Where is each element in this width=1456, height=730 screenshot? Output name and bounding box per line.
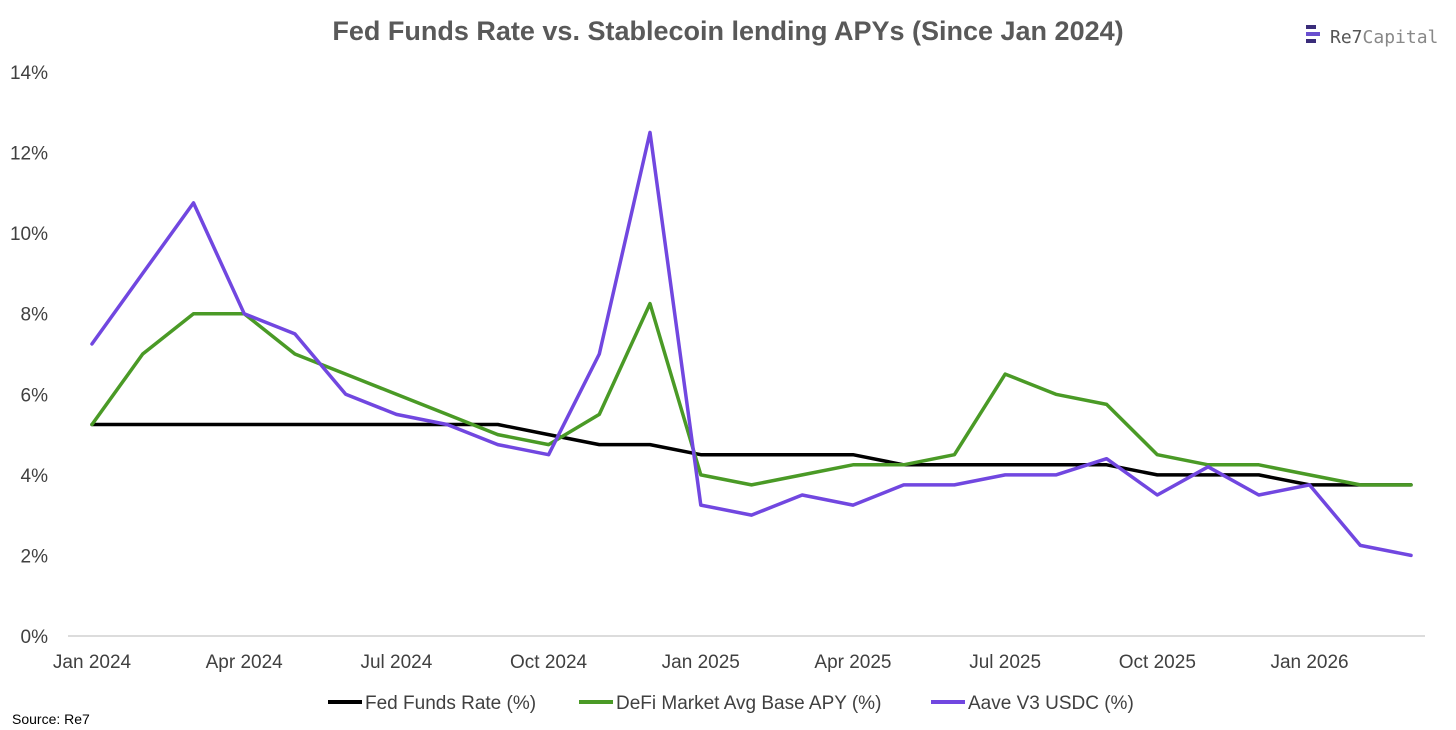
y-tick-label: 14% (10, 63, 48, 84)
x-tick-label: Jul 2025 (969, 652, 1041, 673)
y-tick-label: 12% (10, 144, 48, 165)
legend: Fed Funds Rate (%) DeFi Market Avg Base … (328, 693, 1134, 714)
legend-label-defi-avg: DeFi Market Avg Base APY (%) (616, 693, 881, 714)
legend-item-fed-funds: Fed Funds Rate (%) (328, 693, 536, 714)
x-tick-label: Jan 2025 (662, 652, 740, 673)
y-axis-ticks: 0% 2% 4% 6% 8% 10% 12% 14% (10, 63, 48, 648)
x-tick-label: Jan 2024 (53, 652, 132, 673)
x-tick-label: Jan 2026 (1270, 652, 1348, 673)
x-tick-label: Jul 2024 (360, 652, 432, 673)
legend-item-aave: Aave V3 USDC (%) (931, 693, 1134, 714)
y-tick-label: 2% (21, 546, 49, 567)
legend-label-fed-funds: Fed Funds Rate (%) (365, 693, 536, 714)
re7-capital-logo: Re7Capital (1306, 25, 1438, 48)
logo-capital-text: Capital (1363, 27, 1439, 48)
y-tick-label: 0% (21, 627, 49, 648)
svg-text:Re7Capital: Re7Capital (1330, 27, 1438, 48)
x-tick-label: Oct 2025 (1119, 652, 1196, 673)
series-line-fed-funds (90, 422, 1413, 487)
legend-item-defi-avg: DeFi Market Avg Base APY (%) (579, 693, 881, 714)
y-tick-label: 10% (10, 224, 48, 245)
y-tick-label: 6% (21, 385, 49, 406)
y-tick-label: 8% (21, 305, 49, 326)
logo-re7-text: Re7 (1330, 27, 1363, 48)
series-line-defi-avg (90, 301, 1413, 487)
x-axis-ticks: Jan 2024 Apr 2024 Jul 2024 Oct 2024 Jan 2025… (53, 652, 1349, 673)
x-tick-label: Apr 2025 (814, 652, 891, 673)
x-tick-label: Oct 2024 (510, 652, 588, 673)
chart-title: Fed Funds Rate vs. Stablecoin lending AP… (332, 16, 1123, 46)
source-note: Source: Re7 (12, 711, 90, 727)
series-line-aave (90, 130, 1413, 558)
x-tick-label: Apr 2024 (206, 652, 284, 673)
re7-logo-mark-icon (1306, 25, 1320, 43)
y-tick-label: 4% (21, 466, 49, 487)
series-lines (90, 130, 1413, 558)
legend-label-aave: Aave V3 USDC (%) (968, 693, 1134, 714)
